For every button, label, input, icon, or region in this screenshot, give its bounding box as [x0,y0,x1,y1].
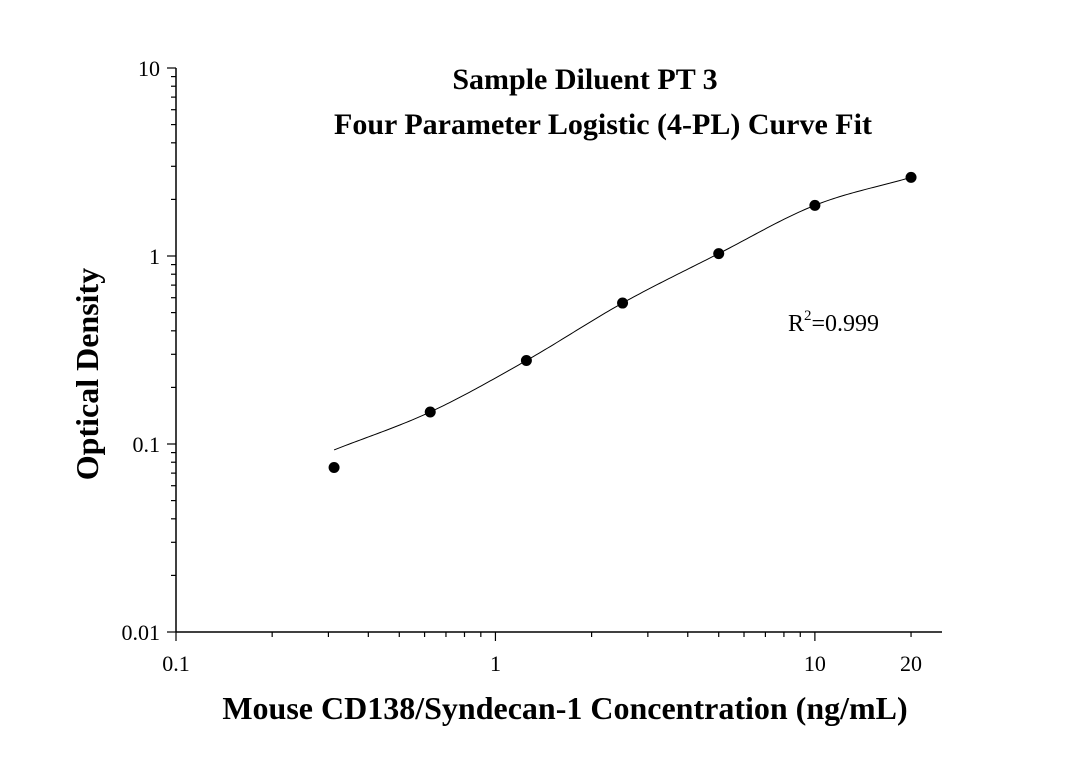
y-tick-label: 1 [149,244,160,269]
y-tick-label: 0.01 [122,620,161,645]
data-point [424,406,436,418]
y-axis-label: Optical Density [69,268,105,480]
data-point [328,461,340,473]
r-squared-annotation: R2=0.999 [788,308,879,337]
chart-subtitle: Four Parameter Logistic (4-PL) Curve Fit [334,108,872,141]
r-squared-superscript: 2 [804,308,812,324]
r-squared-value: =0.999 [812,311,880,337]
chart-title: Sample Diluent PT 3 [452,63,717,96]
data-point [905,171,917,183]
x-tick-label: 10 [804,651,826,676]
r-squared-symbol: R [788,311,804,337]
x-tick-label: 20 [900,651,922,676]
data-point [520,355,532,367]
data-point [809,199,821,211]
data-points-layer [328,171,917,473]
data-point [713,248,725,260]
y-tick-label: 0.1 [133,432,161,457]
x-tick-label: 0.1 [162,651,190,676]
x-tick-label: 1 [490,651,501,676]
data-point [617,297,629,309]
x-axis-label: Mouse CD138/Syndecan-1 Concentration (ng… [222,690,907,726]
y-tick-label: 10 [138,56,160,81]
